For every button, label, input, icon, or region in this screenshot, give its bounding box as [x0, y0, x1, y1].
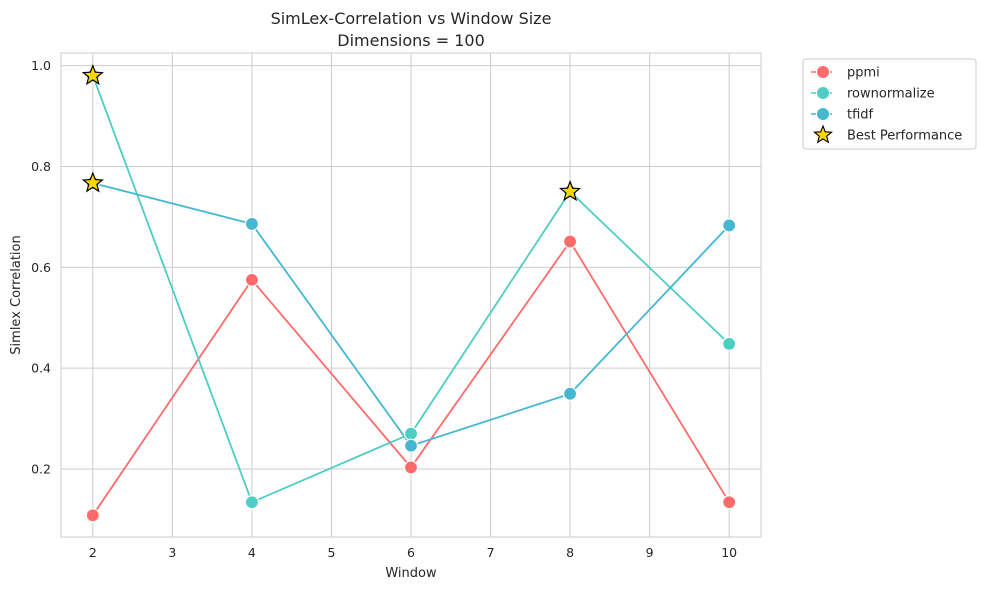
x-ticks: 2 3 4 5 6 7 8 9 10 — [89, 545, 737, 560]
legend-star-icon — [813, 124, 833, 144]
grid — [61, 53, 761, 537]
x-tick-label: 5 — [327, 545, 335, 560]
x-tick-label: 4 — [248, 545, 256, 560]
best-performance-star — [81, 171, 104, 193]
x-tick-label: 10 — [721, 545, 737, 560]
data-point-tfidf — [244, 216, 260, 232]
y-tick-label: 0.4 — [31, 361, 51, 376]
data-point-rownormalize — [403, 426, 419, 441]
data-point-ppmi — [244, 272, 260, 287]
y-ticks: 0.2 0.4 0.6 0.8 1.0 — [31, 58, 51, 476]
x-tick-label: 3 — [168, 545, 176, 560]
y-axis-label: Simlex Correlation — [9, 235, 24, 354]
legend-marker-rownormalize — [816, 86, 830, 100]
data-point-ppmi — [562, 234, 578, 249]
data-point-ppmi — [85, 508, 100, 523]
x-tick-label: 7 — [487, 545, 495, 560]
best-performance-star — [81, 64, 104, 86]
data-point-ppmi — [722, 495, 737, 510]
data-point-ppmi — [403, 460, 419, 475]
data-point-rownormalize — [244, 495, 260, 510]
best-performance-star — [558, 179, 582, 202]
legend-label-tfidf: tfidf — [847, 108, 874, 123]
legend: ppmi rownormalize tfidf Best Performance — [802, 58, 977, 150]
data-point-rownormalize — [722, 336, 737, 352]
x-tick-label: 2 — [89, 545, 97, 560]
legend-marker-ppmi — [816, 65, 830, 79]
x-tick-label: 6 — [407, 545, 415, 560]
best-markers — [81, 64, 582, 202]
y-tick-label: 0.2 — [31, 461, 51, 476]
plot-frame — [60, 52, 762, 538]
data-point-tfidf — [403, 438, 419, 453]
y-tick-label: 1.0 — [31, 58, 51, 73]
legend-label-best: Best Performance — [847, 129, 962, 144]
data-point-tfidf — [562, 386, 578, 401]
legend-label-ppmi: ppmi — [847, 66, 880, 81]
chart-subtitle: Dimensions = 100 — [337, 31, 485, 50]
chart-title: SimLex-Correlation vs Window Size — [271, 9, 552, 28]
legend-marker-tfidf — [816, 107, 830, 121]
x-axis-label: Window — [385, 566, 437, 581]
x-tick-label: 9 — [646, 545, 654, 560]
y-tick-label: 0.6 — [31, 260, 51, 275]
legend-label-rownormalize: rownormalize — [847, 87, 935, 102]
y-tick-label: 0.8 — [31, 159, 51, 174]
series-group — [85, 68, 737, 523]
legend-frame — [802, 58, 977, 150]
x-tick-label: 8 — [566, 545, 574, 560]
data-point-tfidf — [722, 218, 737, 233]
